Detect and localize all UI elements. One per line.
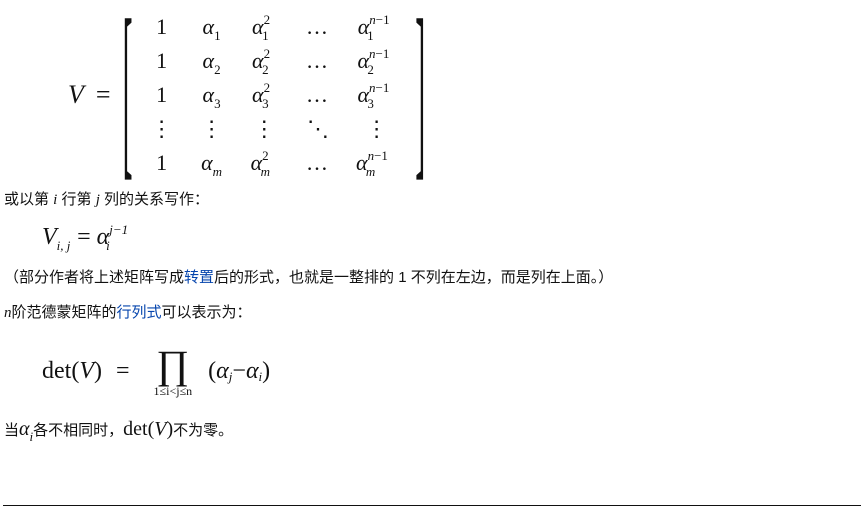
matrix-body: 1 α1 α21 … αn−11 1 α2 α22 … αn−12 1 α3 α…	[137, 10, 412, 180]
link-determinant[interactable]: 行列式	[117, 304, 162, 321]
text-line-4: 当αi各不相同时，det(V)不为零。	[4, 414, 860, 446]
element-equation: Vi, j = αj−1i	[42, 223, 860, 251]
equals: =	[96, 80, 111, 110]
footer-rule	[3, 505, 861, 506]
text-line-2: （部分作者将上述矩阵写成转置后的形式，也就是一整排的 1 不列在左边，而是列在上…	[4, 263, 860, 293]
product-symbol: ∏ 1≤i<j≤n	[154, 345, 193, 397]
determinant-equation: det(V) = ∏ 1≤i<j≤n (αj − αi)	[42, 333, 860, 409]
right-bracket: ]	[415, 0, 425, 206]
matrix-equation: V = [ 1 α1 α21 … αn−11 1 α2 α22 … αn−12 …	[68, 10, 860, 180]
text-line-3: n阶范德蒙矩阵的行列式可以表示为：	[4, 298, 860, 328]
left-bracket: [	[123, 0, 133, 206]
link-transpose[interactable]: 转置	[184, 269, 214, 286]
lhs-V: V	[68, 80, 84, 110]
